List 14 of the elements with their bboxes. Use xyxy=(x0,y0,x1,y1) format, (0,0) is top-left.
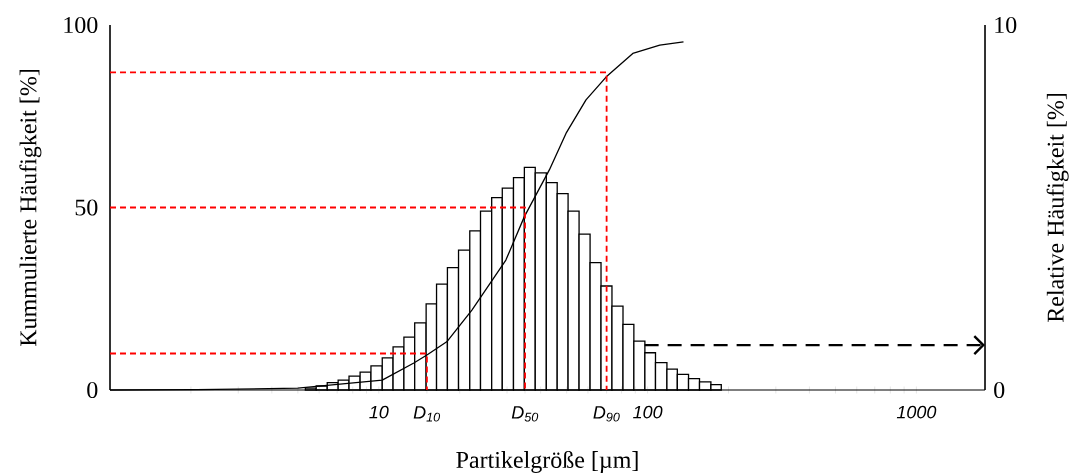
y2-tick-label: 0 xyxy=(994,381,1005,399)
x-tick-label: 1000 xyxy=(896,405,937,419)
y-tick-label: 50 xyxy=(75,199,98,216)
y-axis-title: Kummulierte Häufigkeit [%] xyxy=(19,69,42,347)
x-axis-title: Partikelgröße [µm] xyxy=(456,450,638,473)
y2-tick-label: 10 xyxy=(995,16,1017,34)
y-tick-label: 0 xyxy=(87,381,98,399)
annotation: D$_{90}$ xyxy=(593,406,620,422)
y-tick-label: 100 xyxy=(64,16,98,34)
y2-axis-title: Relative Häufigkeit [%] xyxy=(1046,93,1069,323)
x-tick-label: 100 xyxy=(633,405,663,419)
annotation: D$_{10}$ xyxy=(413,406,441,422)
annotation: D$_{50}$ xyxy=(511,406,539,422)
x-tick-label: 10 xyxy=(369,405,389,419)
